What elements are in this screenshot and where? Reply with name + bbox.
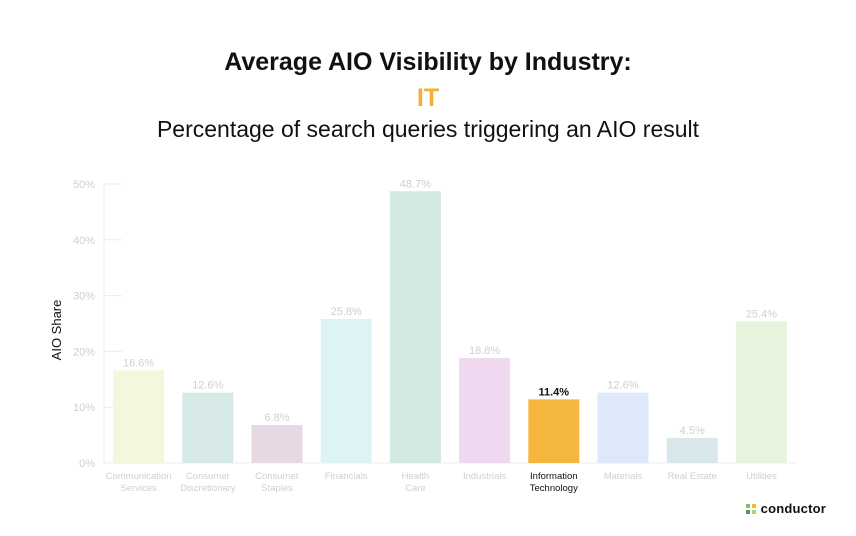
x-tick-label: Consumer [255,471,299,482]
logo: conductor [745,501,826,516]
y-tick-label: 50% [73,179,95,191]
y-tick-label: 20% [73,346,95,358]
bar [251,425,303,463]
x-tick-label: Information [530,471,578,482]
bar-value-label: 4.5% [680,425,705,437]
y-axis-title: AIO Share [49,300,64,361]
bar [389,191,441,463]
y-tick-label: 10% [73,402,95,414]
chart-highlight: IT [416,84,440,112]
bar [735,321,787,463]
bar-value-label: 25.8% [331,306,362,318]
x-tick-label: Health [402,471,429,482]
x-tick-label: Communication [106,471,172,482]
x-tick-label: Industrials [463,471,507,482]
bar-value-label: 48.7% [400,178,431,190]
bar-value-label: 6.8% [264,412,289,424]
y-tick-label: 40% [73,235,95,247]
x-tick-label: Materials [604,471,643,482]
x-tick-label: Real Estate [668,471,717,482]
y-tick-label: 0% [79,458,95,470]
x-tick-label: Financials [325,471,368,482]
x-tick-label: Services [120,483,157,494]
x-tick-label: Consumer [186,471,230,482]
chart-title: Average AIO Visibility by Industry: [224,48,632,76]
bar-value-label: 25.4% [746,308,777,320]
y-tick-label: 30% [73,291,95,303]
bar [597,392,649,463]
bar-value-label: 12.6% [192,380,223,392]
bar [459,358,511,463]
bar [528,399,580,463]
conductor-logo-icon [745,503,756,514]
bar-value-label: 12.6% [607,380,638,392]
bar-value-label: 11.4% [539,386,570,398]
x-tick-label: Care [405,483,426,494]
x-tick-label: Utilities [746,471,777,482]
bar-value-label: 18.8% [469,345,500,357]
bar [182,392,234,463]
x-tick-label: Staples [261,483,293,494]
x-tick-label: Discretionary [180,483,236,494]
bar [113,370,165,463]
x-tick-label: Technology [530,483,578,494]
logo-text: conductor [760,501,826,516]
bar-value-label: 16.6% [123,357,154,369]
chart-subtitle: Percentage of search queries triggering … [156,116,700,142]
bar [320,319,372,463]
bar [666,437,718,463]
